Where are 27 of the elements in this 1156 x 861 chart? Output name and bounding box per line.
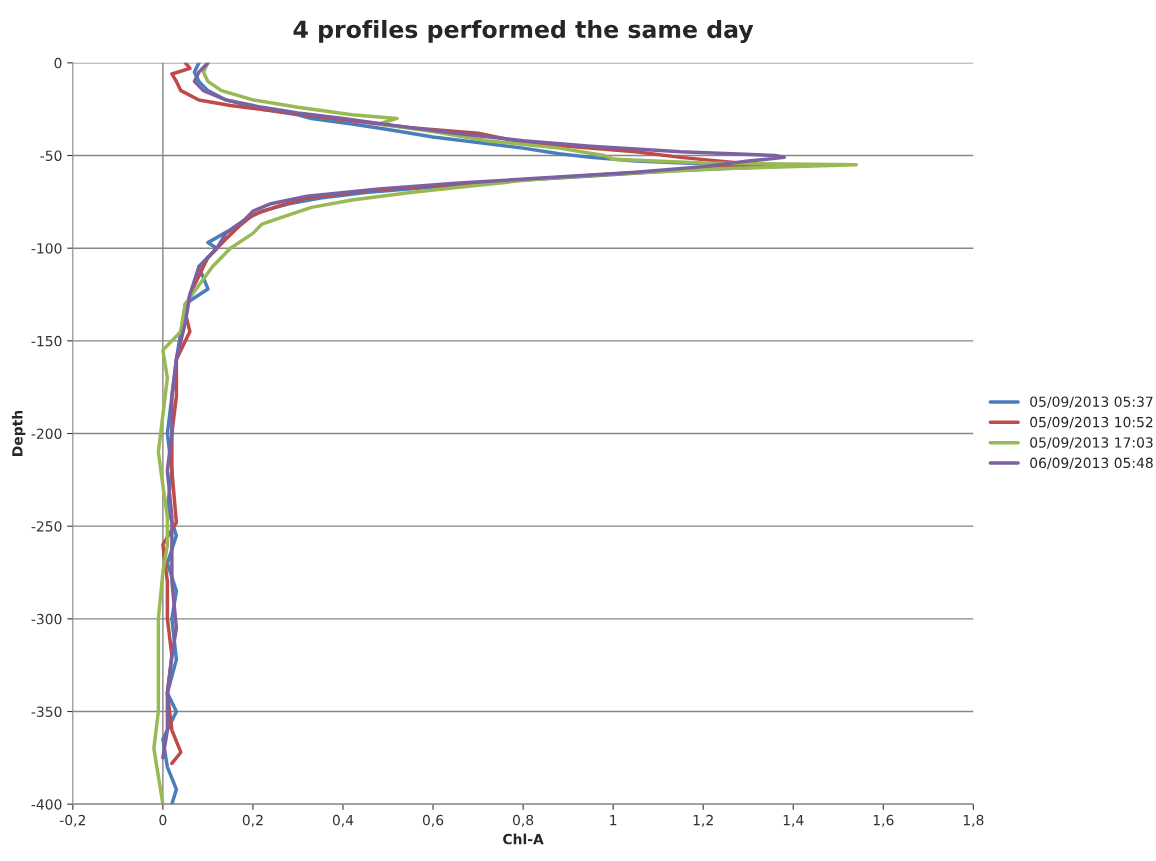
x-tick-label: 1,4 [783,815,804,827]
y-tick-label: -250 [31,521,62,532]
x-tick-label: 0,4 [332,814,354,827]
x-tick-label: 1,6 [873,814,894,827]
x-tick-label: 0 [159,814,167,826]
legend-label: 06/09/2013 05:48 [1030,457,1153,470]
y-tick-label: -300 [31,613,62,625]
y-tick-label: -200 [31,428,62,439]
legend-label: 05/09/2013 17:03 [1030,437,1153,449]
x-tick-label: -0,2 [59,814,85,827]
x-tick-label: 0,6 [422,814,444,827]
x-tick-label: 1,8 [963,814,984,827]
y-tick-label: -100 [31,243,62,254]
x-tick-label: 0,8 [512,814,534,827]
y-tick-label: -400 [31,799,62,810]
y-tick-label: -50 [40,150,62,161]
x-axis-title: Chl-A [503,833,544,845]
x-tick-label: 1,2 [693,814,713,827]
y-axis-title: Depth [11,410,26,456]
chart-title: 4 profiles performed the same day [293,19,754,43]
x-tick-label: 1 [610,815,617,826]
legend-label: 05/09/2013 05:37 [1030,396,1153,409]
y-tick-label: -350 [31,706,62,717]
y-tick-label: -150 [31,335,62,347]
x-tick-label: 0,2 [242,814,263,827]
legend-label: 05/09/2013 10:52 [1030,416,1153,429]
y-tick-label: 0 [54,57,62,69]
